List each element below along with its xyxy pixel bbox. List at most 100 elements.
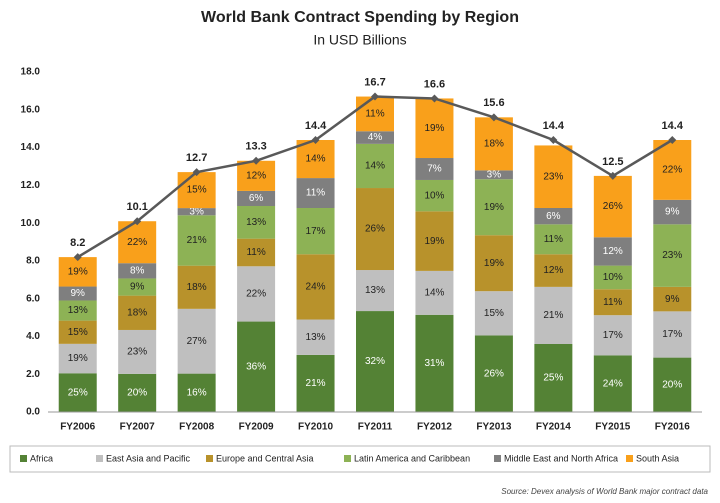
segment-label: 14% (424, 287, 444, 298)
total-label: 12.5 (602, 156, 623, 168)
segment-label: 11% (306, 188, 325, 199)
segment-label: 25% (68, 387, 88, 398)
legend-label: Middle East and North Africa (504, 453, 618, 463)
total-label: 14.4 (662, 120, 684, 132)
total-label: 16.6 (424, 78, 445, 90)
total-label: 12.7 (186, 152, 207, 164)
x-tick-label: FY2006 (60, 422, 95, 433)
bar-segment (118, 295, 157, 330)
segment-label: 19% (68, 353, 88, 364)
segment-label: 17% (603, 330, 623, 341)
segment-label: 9% (71, 288, 86, 299)
bar-segment (58, 320, 97, 344)
total-marker (430, 94, 439, 103)
bar-segment (653, 199, 692, 225)
legend-swatch (20, 455, 27, 462)
bar-segment (474, 291, 513, 336)
legend-swatch (206, 455, 213, 462)
segment-label: 13% (246, 217, 266, 228)
segment-label: 22% (662, 165, 682, 176)
x-tick-label: FY2007 (120, 422, 155, 433)
bar-segment (177, 308, 216, 374)
x-tick-label: FY2010 (298, 422, 333, 433)
segment-label: 18% (187, 282, 207, 293)
bar-segment (653, 140, 692, 200)
bar-segment (237, 160, 276, 191)
y-tick-label: 2.0 (26, 369, 40, 380)
bar-segment (593, 355, 632, 412)
segment-label: 19% (68, 266, 88, 277)
segment-label: 21% (543, 310, 563, 321)
segment-label: 32% (365, 356, 385, 367)
bar-segment (118, 373, 157, 412)
legend-label: Latin America and Caribbean (354, 453, 470, 463)
legend-swatch (344, 455, 351, 462)
bar-segment (296, 354, 335, 412)
y-tick-label: 0.0 (26, 407, 40, 418)
segment-label: 12% (543, 265, 563, 276)
segment-label: 11% (246, 247, 265, 258)
segment-label: 27% (187, 336, 207, 347)
x-tick-label: FY2016 (655, 422, 690, 433)
bar-segment (58, 343, 97, 374)
x-tick-label: FY2011 (358, 422, 393, 433)
bar-segment (415, 98, 454, 159)
bar-segment (356, 143, 394, 189)
segment-label: 14% (365, 161, 385, 172)
bar-segment (415, 179, 454, 212)
segment-label: 12% (246, 170, 266, 181)
source: Source: Devex analysis of World Bank maj… (501, 487, 708, 496)
segment-label: 18% (484, 138, 504, 149)
bar-segment (356, 96, 394, 132)
segment-label: 11% (603, 297, 622, 308)
bar-segment (415, 314, 454, 412)
bar-segment (237, 266, 276, 322)
bar-segment (356, 131, 394, 144)
chart-title: World Bank Contract Spending by Region (201, 9, 519, 26)
segment-label: 11% (365, 109, 384, 120)
bar-segment (653, 286, 692, 312)
total-label: 10.1 (126, 201, 147, 213)
segment-label: 4% (368, 132, 383, 143)
y-tick-label: 10.0 (21, 218, 41, 229)
x-tick-label: FY2014 (536, 422, 571, 433)
legend-swatch (626, 455, 633, 462)
bar-segment (296, 178, 335, 208)
bar-segment (237, 190, 276, 206)
x-tick-label: FY2008 (179, 422, 214, 433)
bar-segment (653, 311, 692, 358)
segment-label: 18% (127, 307, 147, 318)
segment-label: 24% (603, 378, 623, 389)
bar-segment (474, 335, 513, 412)
segment-label: 10% (424, 190, 444, 201)
x-tick-label: FY2012 (417, 422, 452, 433)
segment-label: 14% (306, 154, 326, 165)
bar-segment (415, 211, 454, 271)
bar-segment (58, 373, 97, 412)
segment-label: 19% (484, 258, 504, 269)
bar-segment (534, 208, 573, 225)
bar-segment (593, 175, 632, 238)
bar-segment (593, 237, 632, 266)
bar-segment (415, 270, 454, 315)
total-label: 15.6 (483, 97, 504, 109)
segment-label: 16% (187, 387, 207, 398)
bar-segment (237, 238, 276, 267)
bar-segment (593, 289, 632, 316)
segment-label: 36% (246, 361, 266, 372)
y-tick-label: 12.0 (21, 180, 41, 191)
segment-label: 19% (484, 202, 504, 213)
segment-label: 20% (127, 388, 147, 399)
bar-segment (118, 278, 157, 296)
segment-label: 15% (484, 308, 504, 319)
segment-label: 25% (543, 373, 563, 384)
legend-swatch (494, 455, 501, 462)
segment-label: 7% (427, 164, 442, 175)
legend-box (9, 445, 711, 473)
bar-segment (177, 265, 216, 309)
segment-label: 22% (127, 237, 147, 248)
total-marker (311, 136, 320, 144)
bar-segment (177, 172, 216, 209)
bar-segment (296, 319, 335, 355)
segment-label: 15% (187, 185, 207, 196)
